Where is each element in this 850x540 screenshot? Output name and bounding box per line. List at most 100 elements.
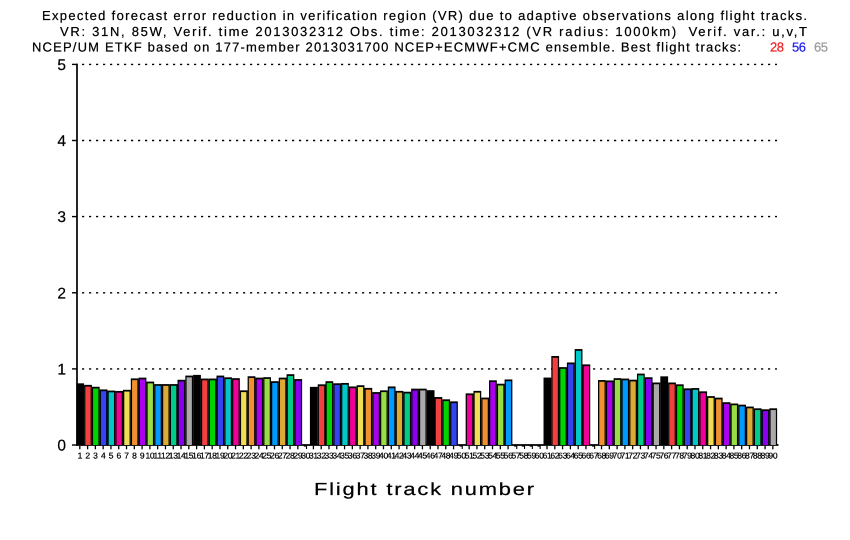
svg-text:6: 6 <box>117 451 122 461</box>
svg-text:74: 74 <box>644 451 653 461</box>
svg-text:57: 57 <box>511 451 520 461</box>
svg-text:65: 65 <box>574 451 583 461</box>
svg-text:87: 87 <box>745 451 754 461</box>
svg-text:50: 50 <box>457 451 466 461</box>
svg-text:22: 22 <box>239 451 248 461</box>
svg-text:80: 80 <box>691 451 700 461</box>
svg-text:81: 81 <box>698 451 707 461</box>
svg-text:51: 51 <box>465 451 474 461</box>
svg-text:36: 36 <box>348 451 357 461</box>
svg-text:32: 32 <box>317 451 326 461</box>
svg-text:30: 30 <box>301 451 310 461</box>
svg-text:29: 29 <box>293 451 302 461</box>
svg-text:40: 40 <box>379 451 388 461</box>
svg-text:4: 4 <box>101 451 106 461</box>
svg-text:24: 24 <box>254 451 263 461</box>
svg-text:11: 11 <box>154 451 163 461</box>
svg-text:63: 63 <box>558 451 567 461</box>
svg-text:18: 18 <box>208 451 217 461</box>
svg-text:NCEP/UM ETKF based on 177-memb: NCEP/UM ETKF based on 177-member 2013031… <box>32 40 741 55</box>
svg-text:56: 56 <box>504 451 513 461</box>
svg-text:61: 61 <box>543 451 552 461</box>
svg-text:85: 85 <box>729 451 738 461</box>
svg-text:39: 39 <box>371 451 380 461</box>
svg-text:66: 66 <box>582 451 591 461</box>
svg-text:34: 34 <box>332 451 341 461</box>
svg-text:1: 1 <box>78 451 83 461</box>
svg-text:79: 79 <box>683 451 692 461</box>
svg-text:46: 46 <box>426 451 435 461</box>
svg-text:27: 27 <box>278 451 287 461</box>
svg-text:0: 0 <box>57 438 66 455</box>
svg-text:90: 90 <box>768 451 777 461</box>
svg-text:59: 59 <box>527 451 536 461</box>
svg-text:76: 76 <box>659 451 668 461</box>
svg-text:53: 53 <box>480 451 489 461</box>
svg-text:7: 7 <box>124 451 129 461</box>
svg-text:4: 4 <box>57 133 66 150</box>
svg-text:44: 44 <box>410 451 419 461</box>
svg-text:67: 67 <box>589 451 598 461</box>
svg-text:20: 20 <box>223 451 232 461</box>
svg-text:5: 5 <box>57 57 66 74</box>
svg-text:89: 89 <box>761 451 770 461</box>
svg-text:43: 43 <box>402 451 411 461</box>
svg-text:52: 52 <box>473 451 482 461</box>
svg-text:55: 55 <box>496 451 505 461</box>
svg-text:1: 1 <box>57 361 66 378</box>
svg-text:82: 82 <box>706 451 715 461</box>
svg-text:45: 45 <box>418 451 427 461</box>
svg-text:64: 64 <box>566 451 575 461</box>
svg-text:37: 37 <box>356 451 365 461</box>
svg-text:88: 88 <box>753 451 762 461</box>
svg-text:21: 21 <box>231 451 240 461</box>
svg-text:31: 31 <box>309 451 318 461</box>
svg-text:75: 75 <box>652 451 661 461</box>
svg-text:71: 71 <box>620 451 629 461</box>
svg-text:16: 16 <box>192 451 201 461</box>
svg-text:12: 12 <box>161 451 170 461</box>
svg-text:78: 78 <box>675 451 684 461</box>
svg-text:33: 33 <box>325 451 334 461</box>
svg-text:77: 77 <box>667 451 676 461</box>
svg-text:25: 25 <box>262 451 271 461</box>
svg-text:23: 23 <box>247 451 256 461</box>
svg-text:84: 84 <box>722 451 731 461</box>
svg-text:28: 28 <box>286 451 295 461</box>
svg-text:19: 19 <box>216 451 225 461</box>
svg-text:41: 41 <box>387 451 396 461</box>
svg-text:38: 38 <box>363 451 372 461</box>
svg-text:VR: 31N, 85W, Verif. time 2013: VR: 31N, 85W, Verif. time 2013032312 Obs… <box>60 24 807 39</box>
svg-text:14: 14 <box>177 451 186 461</box>
svg-text:70: 70 <box>613 451 622 461</box>
svg-text:56: 56 <box>792 40 806 55</box>
svg-text:8: 8 <box>132 451 137 461</box>
svg-text:15: 15 <box>184 451 193 461</box>
svg-text:10: 10 <box>145 451 154 461</box>
svg-text:69: 69 <box>605 451 614 461</box>
svg-text:42: 42 <box>395 451 404 461</box>
svg-text:28: 28 <box>770 40 784 55</box>
svg-text:3: 3 <box>93 451 98 461</box>
svg-text:48: 48 <box>441 451 450 461</box>
svg-text:68: 68 <box>597 451 606 461</box>
svg-text:13: 13 <box>169 451 178 461</box>
svg-text:35: 35 <box>340 451 349 461</box>
svg-text:17: 17 <box>200 451 209 461</box>
svg-text:Expected forecast error reduct: Expected forecast error reduction in ver… <box>42 8 807 23</box>
svg-text:Flight track number: Flight track number <box>314 479 534 499</box>
svg-text:5: 5 <box>109 451 114 461</box>
svg-text:49: 49 <box>449 451 458 461</box>
svg-text:54: 54 <box>488 451 497 461</box>
svg-text:2: 2 <box>57 285 66 302</box>
svg-text:60: 60 <box>535 451 544 461</box>
svg-text:9: 9 <box>140 451 145 461</box>
svg-text:86: 86 <box>737 451 746 461</box>
svg-text:3: 3 <box>57 209 66 226</box>
svg-text:47: 47 <box>434 451 443 461</box>
svg-text:72: 72 <box>628 451 637 461</box>
svg-text:26: 26 <box>270 451 279 461</box>
svg-text:73: 73 <box>636 451 645 461</box>
svg-text:65: 65 <box>814 40 828 55</box>
svg-text:62: 62 <box>550 451 559 461</box>
